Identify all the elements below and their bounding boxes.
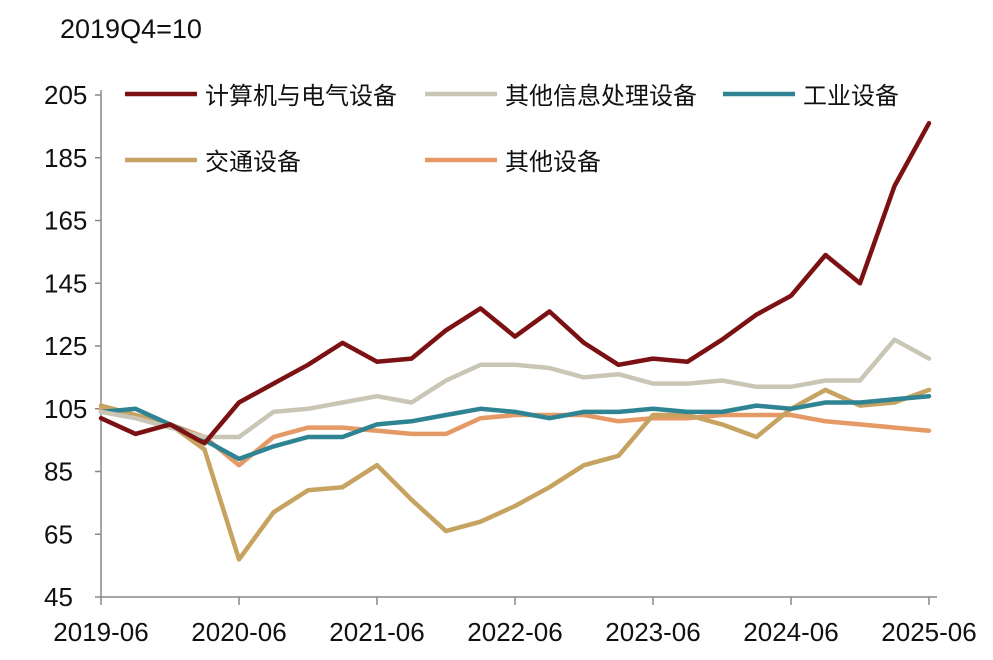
series-line-2 xyxy=(98,337,932,440)
x-tick-label: 2023-06 xyxy=(605,617,700,647)
y-tick-label: 45 xyxy=(44,582,73,612)
legend-label: 计算机与电气设备 xyxy=(205,83,397,110)
series-line-5 xyxy=(98,406,932,468)
legend-label: 其他信息处理设备 xyxy=(505,83,697,110)
chart-subtitle: 2019Q4=10 xyxy=(60,14,202,44)
series-line-3 xyxy=(98,393,932,462)
legend-label: 工业设备 xyxy=(803,83,899,110)
y-tick-label: 165 xyxy=(44,206,87,236)
y-tick-label: 65 xyxy=(44,519,73,549)
x-tick-label: 2019-06 xyxy=(53,617,148,647)
legend-label: 交通设备 xyxy=(205,149,301,176)
x-tick-label: 2022-06 xyxy=(467,617,562,647)
y-tick-label: 145 xyxy=(44,268,87,298)
y-tick-label: 85 xyxy=(44,457,73,487)
y-tick-label: 125 xyxy=(44,331,87,361)
x-tick-label: 2024-06 xyxy=(743,617,838,647)
y-tick-label: 185 xyxy=(44,143,87,173)
x-tick-label: 2021-06 xyxy=(329,617,424,647)
x-tick-label: 2020-06 xyxy=(191,617,286,647)
y-tick-label: 205 xyxy=(44,80,87,110)
x-tick-label: 2025-06 xyxy=(881,617,976,647)
legend-label: 其他设备 xyxy=(505,149,601,176)
series-line-1 xyxy=(98,120,932,446)
y-tick-label: 105 xyxy=(44,394,87,424)
